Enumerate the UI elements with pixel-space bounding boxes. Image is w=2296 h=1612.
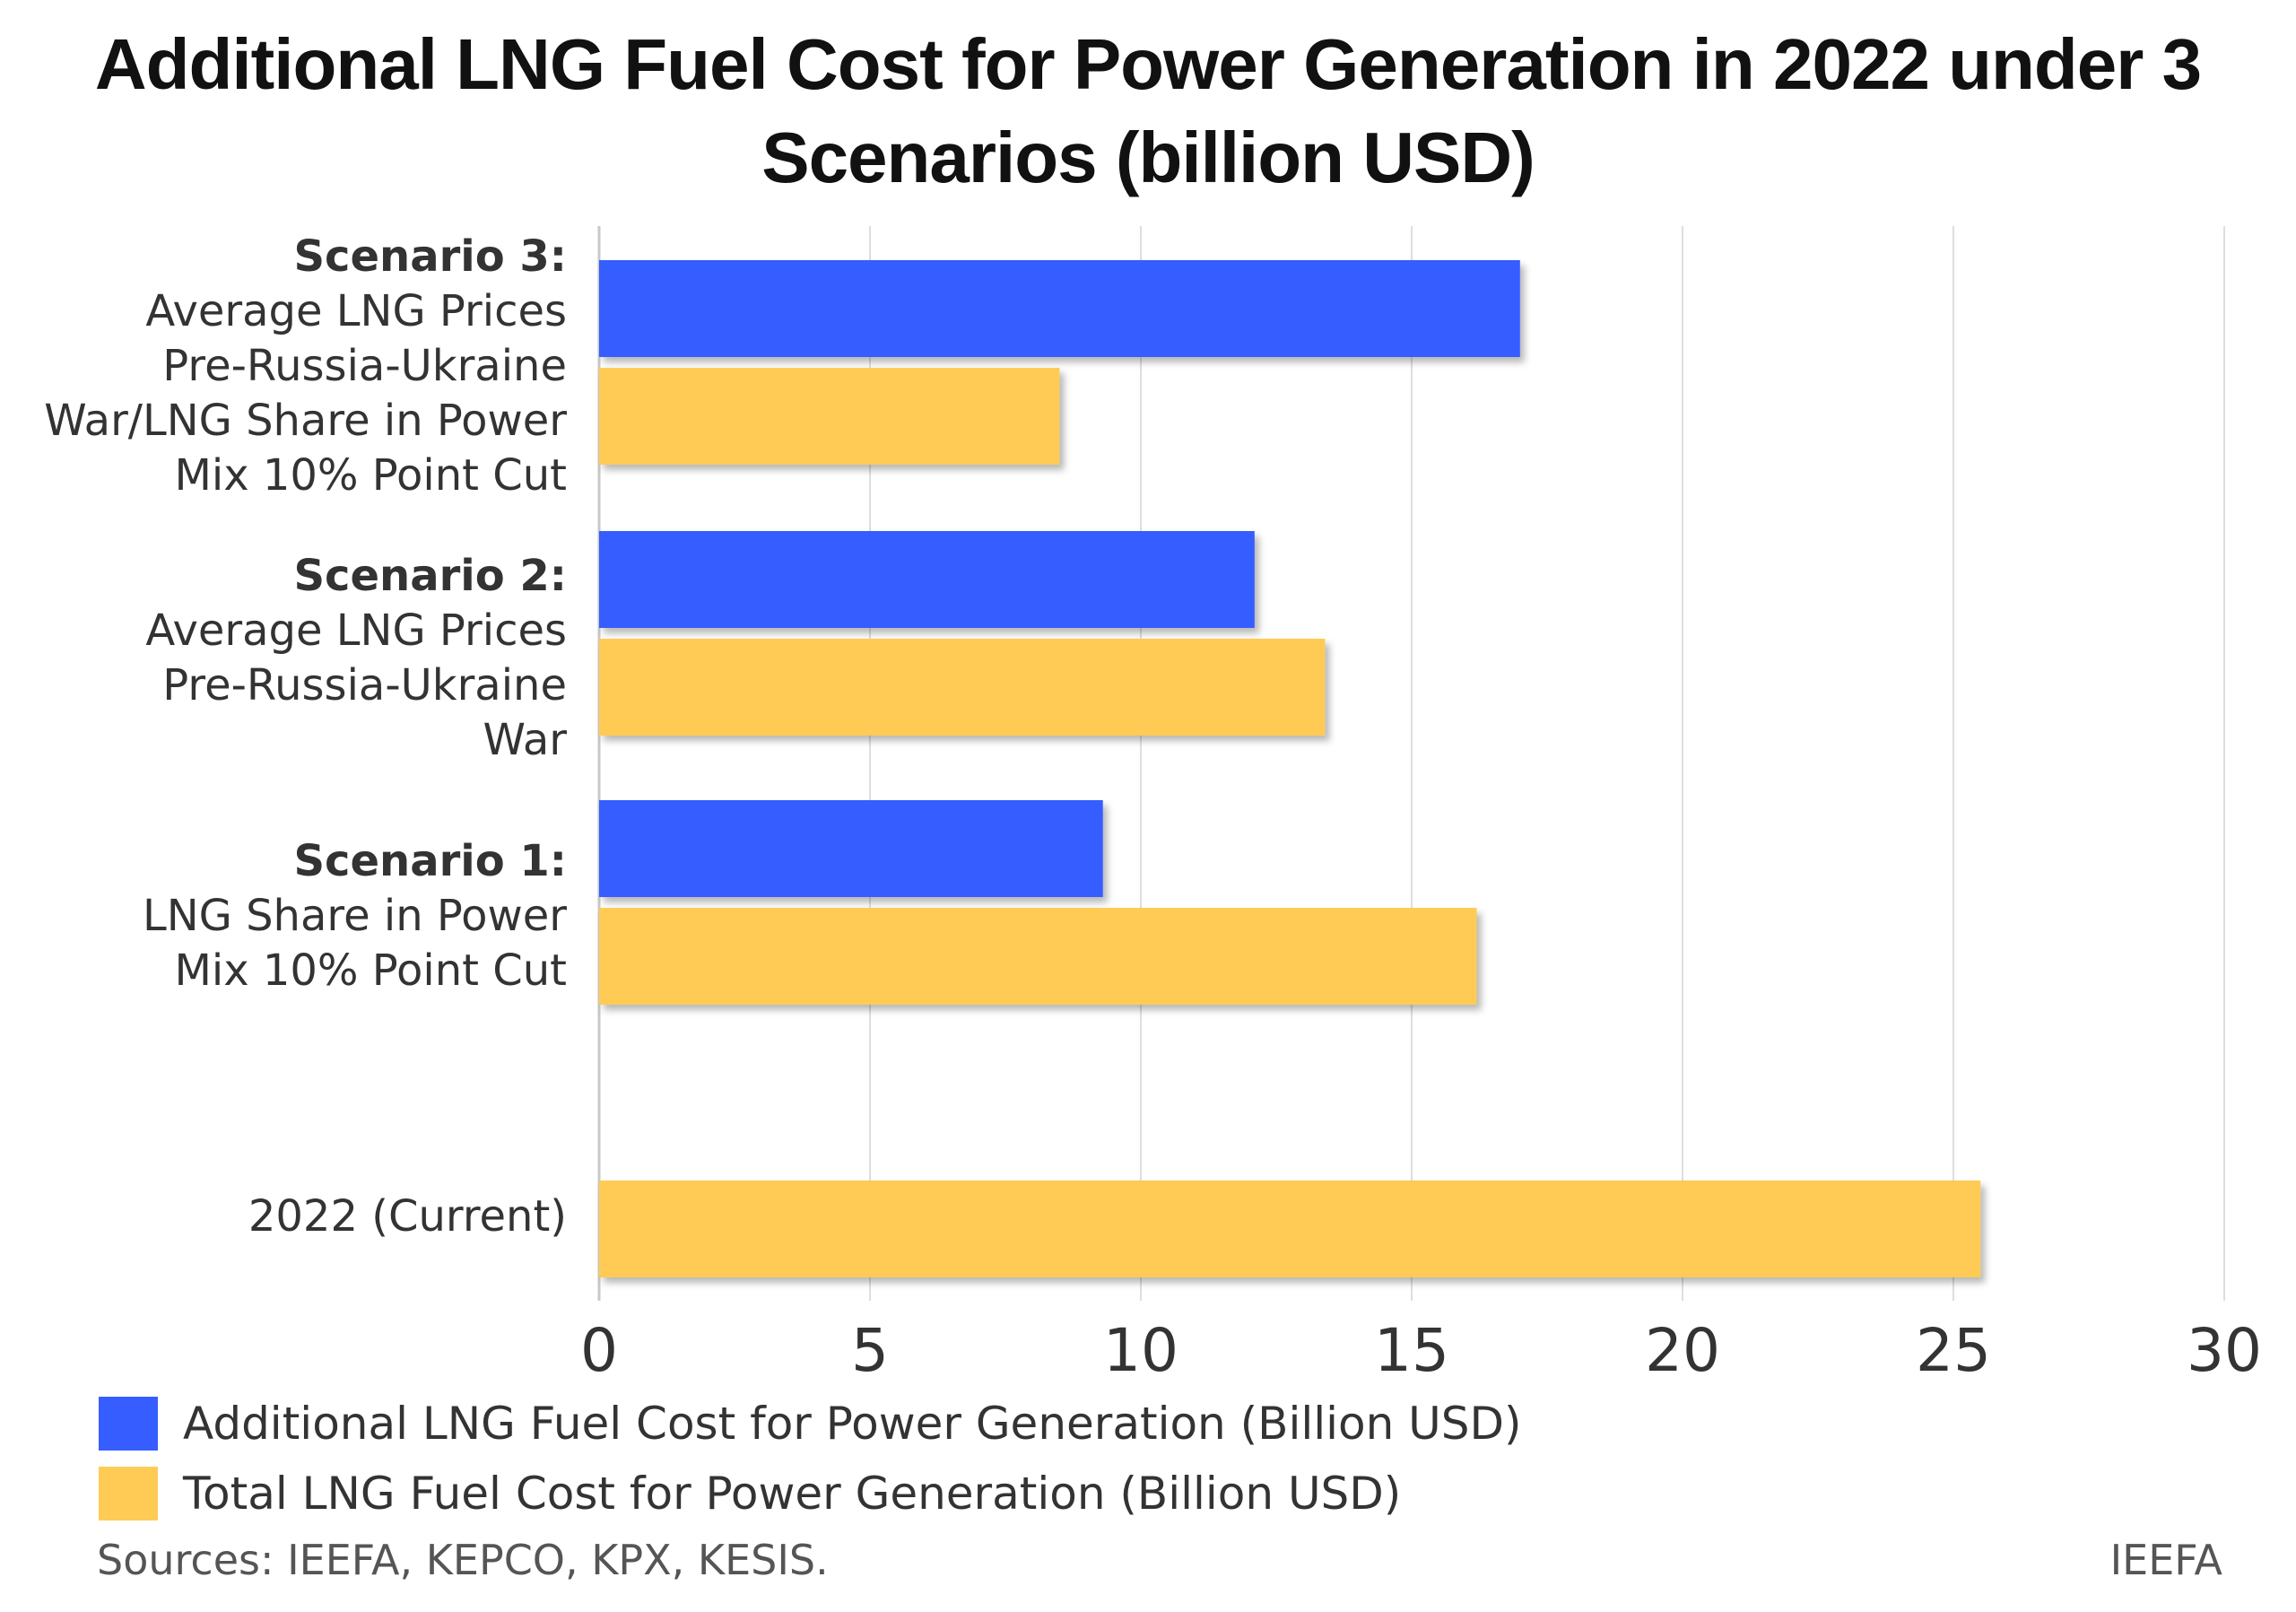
bar-total-1 [599, 639, 1326, 736]
bar-total-3 [599, 1181, 1981, 1277]
category-label-heading: Scenario 2: [293, 551, 567, 601]
credit-label: IEEFA [2109, 1536, 2222, 1584]
category-label-text: Average LNG Prices Pre-Russia-Ukraine Wa… [145, 606, 567, 765]
category-label: Scenario 1: LNG Share in Power Mix 10% Po… [143, 834, 567, 998]
category-label: Scenario 3: Average LNG Prices Pre-Russia… [44, 230, 567, 503]
legend-swatch-additional [99, 1397, 158, 1451]
category-label-heading: Scenario 1: [293, 836, 567, 886]
x-tick-label: 20 [1645, 1316, 1720, 1385]
category-label: 2022 (Current) [248, 1189, 567, 1244]
x-tick-label: 15 [1374, 1316, 1449, 1385]
bar-additional-2 [599, 800, 1103, 897]
x-tick-label: 5 [851, 1316, 889, 1385]
category-label-text: LNG Share in Power Mix 10% Point Cut [142, 891, 567, 996]
legend-label-total: Total LNG Fuel Cost for Power Generation… [183, 1468, 1402, 1520]
chart-title: Additional LNG Fuel Cost for Power Gener… [94, 24, 2202, 197]
x-tick-label: 10 [1103, 1316, 1178, 1385]
source-note: Sources: IEEFA, KEPCO, KPX, KESIS. [97, 1536, 829, 1584]
legend-item-total: Total LNG Fuel Cost for Power Generation… [99, 1459, 1522, 1529]
legend: Additional LNG Fuel Cost for Power Gener… [99, 1389, 1522, 1529]
x-tick-label: 30 [2187, 1316, 2262, 1385]
x-tick-label: 0 [580, 1316, 618, 1385]
bars [599, 260, 1981, 1277]
category-label: Scenario 2: Average LNG Prices Pre-Russia… [145, 549, 567, 768]
x-tick-label: 25 [1916, 1316, 1991, 1385]
x-axis-ticks: 0 5 10 15 20 25 30 [580, 1316, 2262, 1385]
bar-additional-0 [599, 260, 1520, 357]
category-label-text: 2022 (Current) [248, 1191, 567, 1242]
category-label-heading: Scenario 3: [293, 231, 567, 282]
legend-item-additional: Additional LNG Fuel Cost for Power Gener… [99, 1389, 1522, 1459]
bar-total-2 [599, 908, 1477, 1005]
bar-total-0 [599, 368, 1060, 465]
bar-additional-1 [599, 531, 1255, 628]
legend-label-additional: Additional LNG Fuel Cost for Power Gener… [183, 1398, 1522, 1450]
category-label-text: Average LNG Prices Pre-Russia-Ukraine Wa… [44, 286, 567, 501]
legend-swatch-total [99, 1467, 158, 1521]
